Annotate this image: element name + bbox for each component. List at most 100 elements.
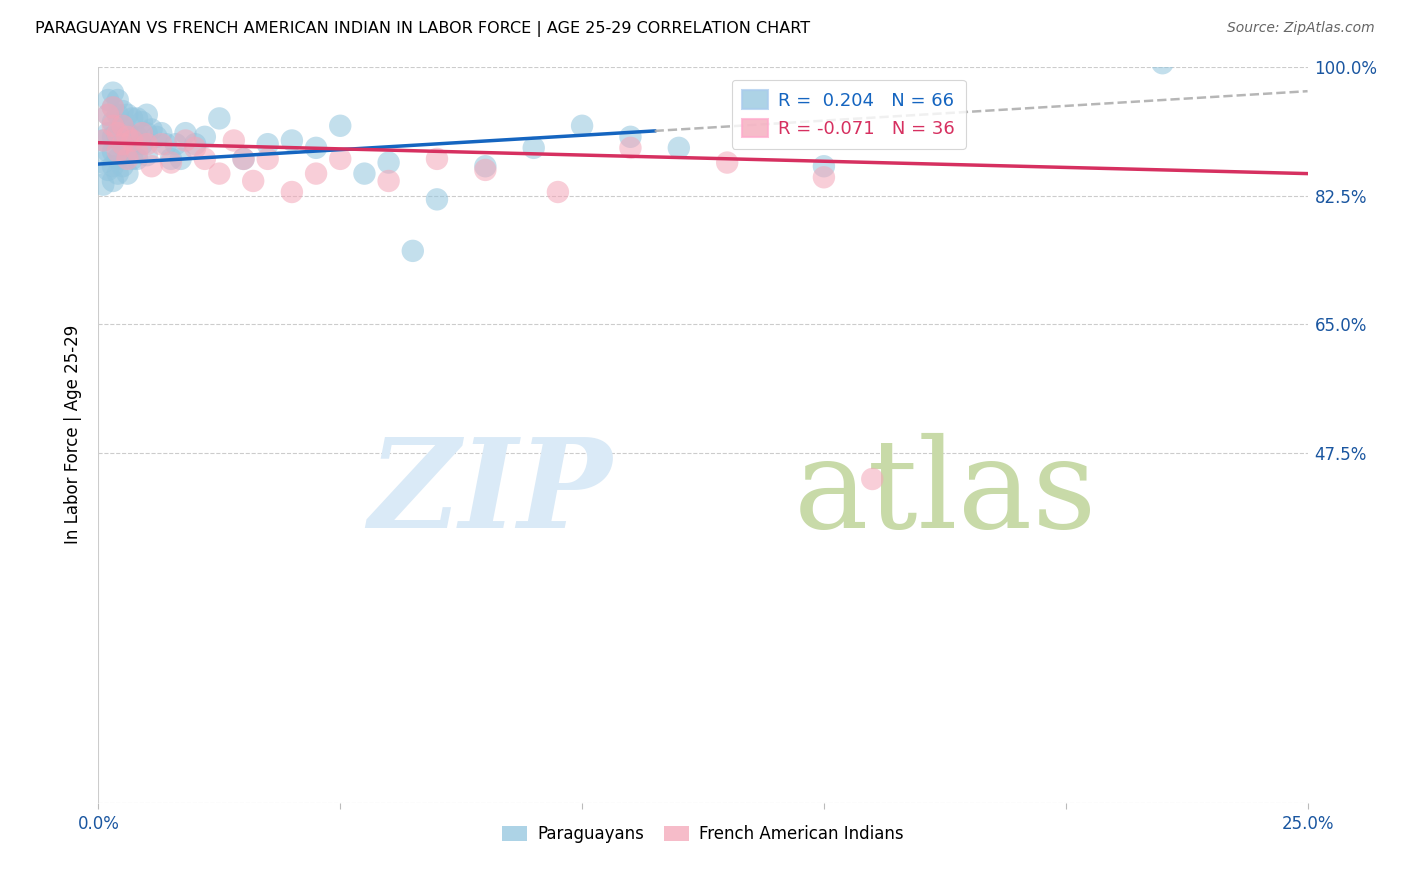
Point: [127, 145, 149, 159]
Point: [101, 159, 124, 173]
Point: [165, 137, 187, 152]
Point: [222, 133, 245, 147]
Point: [111, 119, 134, 133]
Point: [121, 112, 143, 126]
Point: [232, 152, 254, 166]
Point: [281, 133, 304, 147]
Point: [131, 126, 153, 140]
Point: [107, 93, 129, 107]
Point: [474, 159, 496, 173]
Point: [208, 112, 231, 126]
Point: [353, 167, 375, 181]
Point: [131, 115, 153, 129]
Point: [91, 155, 114, 169]
Point: [101, 100, 124, 114]
Text: atlas: atlas: [793, 434, 1097, 554]
Point: [111, 137, 134, 152]
Point: [402, 244, 425, 258]
Point: [619, 129, 641, 144]
Point: [547, 185, 569, 199]
Point: [1152, 56, 1174, 70]
Point: [107, 108, 129, 122]
Legend: Paraguayans, French American Indians: Paraguayans, French American Indians: [495, 818, 911, 850]
Point: [97, 93, 120, 107]
Point: [97, 108, 120, 122]
Point: [107, 152, 129, 166]
Point: [97, 145, 120, 159]
Point: [377, 155, 399, 169]
Point: [91, 178, 114, 192]
Point: [256, 137, 278, 152]
Point: [232, 152, 254, 166]
Point: [117, 108, 139, 122]
Point: [305, 141, 328, 155]
Point: [107, 126, 129, 140]
Point: [97, 163, 120, 178]
Point: [813, 170, 835, 185]
Point: [169, 152, 191, 166]
Point: [184, 141, 207, 155]
Text: ZIP: ZIP: [368, 433, 613, 555]
Point: [111, 137, 134, 152]
Y-axis label: In Labor Force | Age 25-29: In Labor Force | Age 25-29: [65, 326, 83, 544]
Point: [117, 167, 139, 181]
Point: [668, 141, 690, 155]
Point: [860, 472, 883, 486]
Point: [135, 126, 157, 140]
Point: [121, 152, 143, 166]
Point: [131, 137, 153, 152]
Point: [571, 119, 593, 133]
Point: [117, 129, 139, 144]
Point: [117, 145, 139, 159]
Point: [107, 129, 129, 144]
Point: [377, 174, 399, 188]
Point: [135, 148, 157, 162]
Point: [208, 167, 231, 181]
Point: [101, 145, 124, 159]
Point: [619, 141, 641, 155]
Point: [135, 108, 157, 122]
Point: [101, 119, 124, 133]
Point: [194, 129, 217, 144]
Point: [107, 167, 129, 181]
Point: [101, 129, 124, 144]
Point: [121, 129, 143, 144]
Point: [184, 137, 207, 152]
Point: [474, 163, 496, 178]
Point: [135, 137, 157, 152]
Point: [91, 133, 114, 147]
Point: [305, 167, 328, 181]
Point: [117, 126, 139, 140]
Point: [281, 185, 304, 199]
Point: [111, 119, 134, 133]
Text: PARAGUAYAN VS FRENCH AMERICAN INDIAN IN LABOR FORCE | AGE 25-29 CORRELATION CHAR: PARAGUAYAN VS FRENCH AMERICAN INDIAN IN …: [35, 21, 810, 37]
Point: [117, 152, 139, 166]
Point: [426, 193, 449, 207]
Point: [329, 152, 352, 166]
Point: [141, 159, 163, 173]
Point: [194, 152, 217, 166]
Point: [111, 159, 134, 173]
Point: [141, 122, 163, 136]
Point: [174, 133, 197, 147]
Point: [256, 152, 278, 166]
Point: [329, 119, 352, 133]
Point: [813, 159, 835, 173]
Point: [101, 115, 124, 129]
Point: [150, 126, 173, 140]
Point: [121, 133, 143, 147]
Point: [101, 174, 124, 188]
Point: [101, 100, 124, 114]
Point: [111, 103, 134, 118]
Point: [523, 141, 546, 155]
Point: [127, 112, 149, 126]
Point: [150, 137, 173, 152]
Point: [127, 152, 149, 166]
Point: [97, 108, 120, 122]
Point: [91, 133, 114, 147]
Point: [160, 152, 183, 166]
Point: [145, 129, 167, 144]
Point: [426, 152, 449, 166]
Point: [155, 137, 177, 152]
Point: [242, 174, 264, 188]
